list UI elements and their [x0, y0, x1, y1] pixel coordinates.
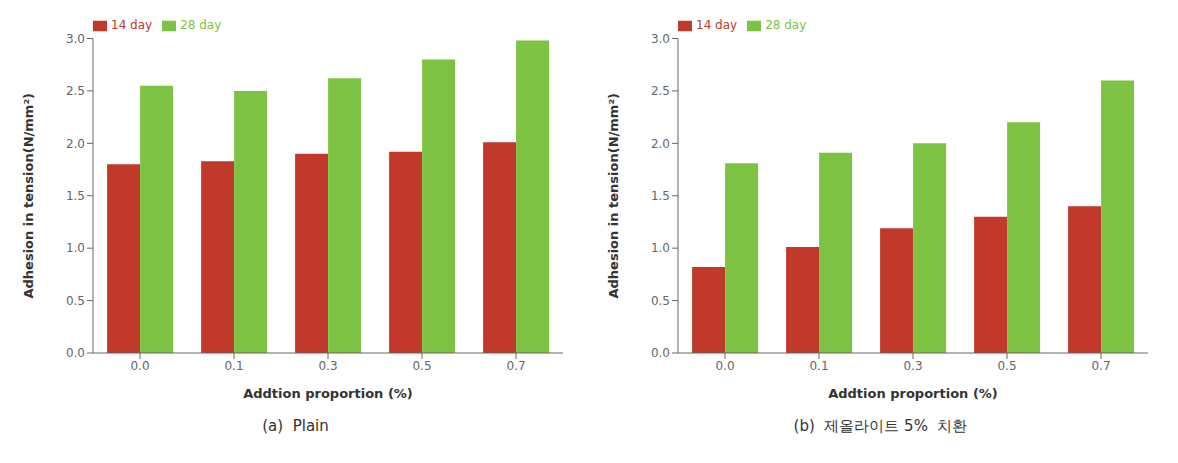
- svg-text:Addtion proportion (%): Addtion proportion (%): [828, 386, 998, 401]
- svg-text:0.0: 0.0: [715, 359, 734, 373]
- svg-text:0.7: 0.7: [506, 359, 525, 373]
- svg-text:1.0: 1.0: [66, 241, 85, 255]
- svg-text:Addtion proportion (%): Addtion proportion (%): [243, 386, 413, 401]
- svg-text:0.5: 0.5: [66, 294, 85, 308]
- svg-text:0.3: 0.3: [318, 359, 337, 373]
- svg-text:0.5: 0.5: [651, 294, 670, 308]
- svg-text:0.0: 0.0: [651, 346, 670, 360]
- html-text:14 day: 14 day: [111, 18, 153, 32]
- svg-text:2.5: 2.5: [651, 84, 670, 98]
- html-text:(a) Plain: (a) Plain: [262, 417, 329, 435]
- svg-text:1.5: 1.5: [66, 189, 85, 203]
- html-text:28 day: 28 day: [180, 18, 222, 32]
- html-text:(b) 제올라이트 5% 치환: (b) 제올라이트 5% 치환: [793, 417, 968, 435]
- svg-text:Adhesion in tension(N/mm²): Adhesion in tension(N/mm²): [21, 93, 36, 299]
- svg-text:1.0: 1.0: [651, 241, 670, 255]
- svg-text:0.3: 0.3: [903, 359, 922, 373]
- svg-text:1.5: 1.5: [651, 189, 670, 203]
- svg-text:3.0: 3.0: [651, 32, 670, 46]
- svg-text:2.5: 2.5: [66, 84, 85, 98]
- svg-text:0.5: 0.5: [412, 359, 431, 373]
- svg-text:2.0: 2.0: [66, 137, 85, 151]
- svg-text:0.1: 0.1: [809, 359, 828, 373]
- svg-text:0.0: 0.0: [130, 359, 149, 373]
- html-text:14 day: 14 day: [696, 18, 738, 32]
- svg-text:0.1: 0.1: [224, 359, 243, 373]
- html-text:28 day: 28 day: [765, 18, 807, 32]
- svg-text:3.0: 3.0: [66, 32, 85, 46]
- svg-text:0.5: 0.5: [997, 359, 1016, 373]
- svg-text:0.0: 0.0: [66, 346, 85, 360]
- svg-text:2.0: 2.0: [651, 137, 670, 151]
- svg-text:0.7: 0.7: [1091, 359, 1110, 373]
- svg-text:Adhesion in tension(N/mm²): Adhesion in tension(N/mm²): [606, 93, 621, 299]
